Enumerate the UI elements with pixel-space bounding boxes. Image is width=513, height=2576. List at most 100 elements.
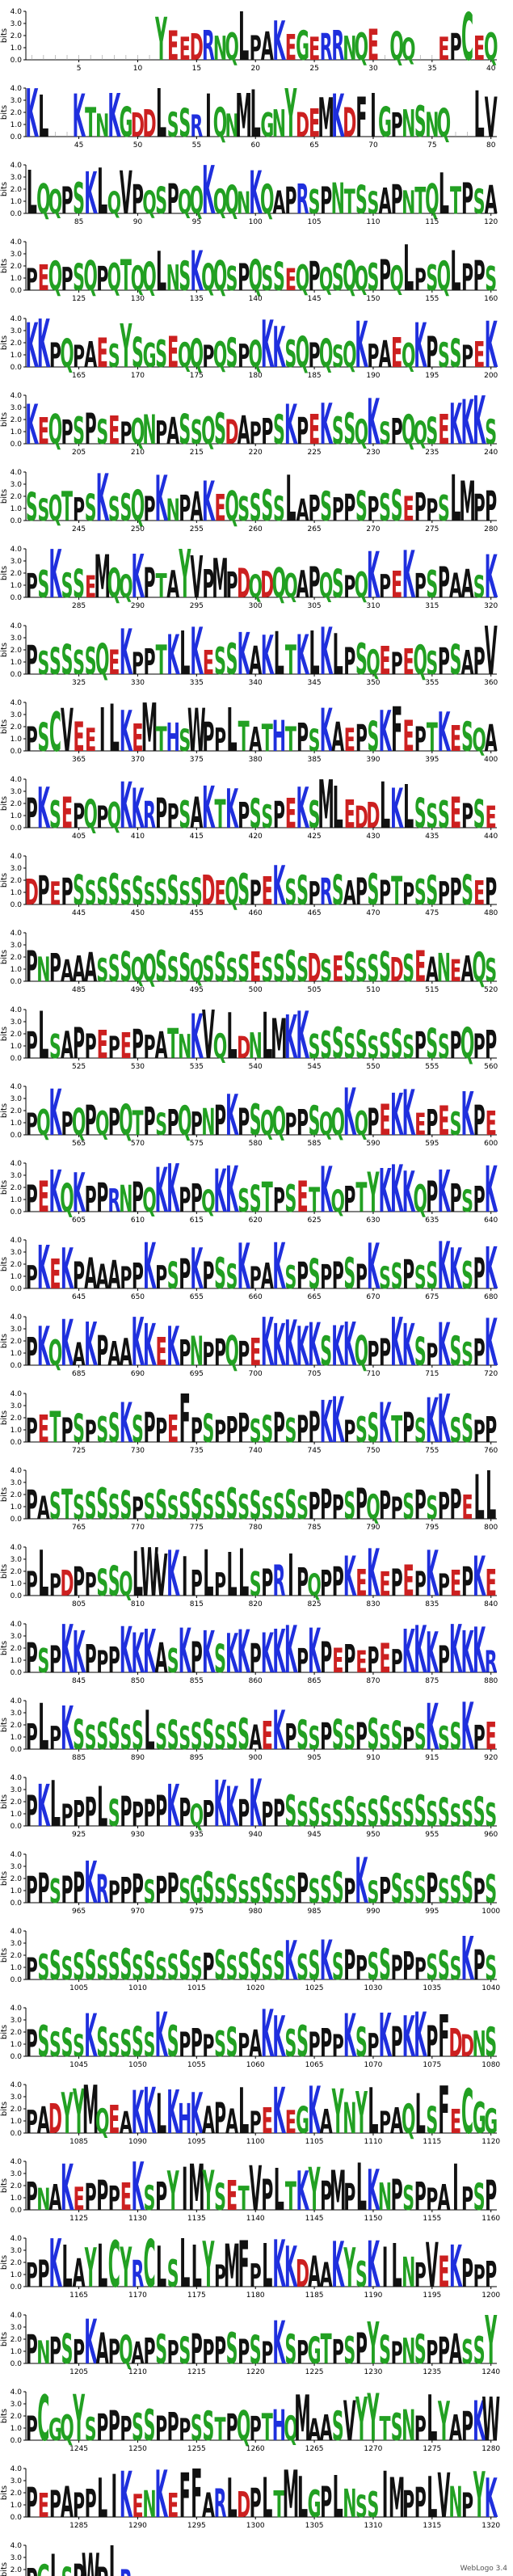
- residue-glyph: P: [155, 415, 167, 452]
- residue-glyph: E: [132, 2489, 143, 2525]
- residue-glyph: E: [285, 791, 296, 838]
- y-tick-label: 3.0: [11, 2093, 23, 2102]
- residue-glyph: Y: [179, 538, 191, 614]
- residue-glyph: V: [202, 998, 215, 1075]
- residue-glyph: P: [214, 1567, 226, 1604]
- residue-glyph: P: [96, 2561, 108, 2576]
- residue-glyph: E: [486, 1716, 497, 1759]
- residue-glyph: A: [166, 411, 179, 453]
- x-tick-label: 560: [484, 1063, 498, 1071]
- residue-glyph: M: [82, 2073, 99, 2150]
- x-tick-label: 1245: [69, 2445, 88, 2453]
- residue-glyph: S: [26, 485, 38, 530]
- residue-glyph: E: [486, 1562, 497, 1605]
- residue-glyph: S: [379, 1941, 391, 1991]
- y-tick-label: 3.0: [11, 635, 23, 643]
- residue-glyph: K: [143, 1229, 157, 1304]
- residue-glyph: E: [120, 2177, 132, 2220]
- residue-glyph: S: [296, 1794, 309, 1835]
- y-tick-label: 1.0: [11, 2041, 23, 2049]
- residue-glyph: P: [85, 1179, 97, 1221]
- residue-glyph: P: [261, 1795, 273, 1834]
- y-tick-label: 3.0: [11, 2401, 23, 2409]
- residue-glyph: P: [49, 2330, 61, 2373]
- y-tick-label: 3.0: [11, 1786, 23, 1794]
- residue-glyph: P: [250, 873, 262, 913]
- residue-glyph: F: [179, 1382, 191, 1459]
- residue-glyph: S: [296, 1712, 309, 1758]
- residue-glyph: P: [320, 2479, 332, 2528]
- residue-glyph: K: [437, 1229, 451, 1304]
- residue-glyph: P: [120, 417, 132, 452]
- residue-glyph: E: [156, 1330, 167, 1375]
- residue-glyph: R: [272, 1558, 285, 1607]
- residue-glyph: S: [343, 1486, 355, 1528]
- residue-glyph: M: [212, 547, 228, 610]
- residue-glyph: L: [415, 2081, 426, 2146]
- residue-glyph: S: [96, 412, 108, 453]
- residue-glyph: P: [96, 1174, 108, 1221]
- residue-glyph: S: [238, 948, 250, 991]
- x-tick-label: 905: [307, 1754, 321, 1762]
- residue-glyph: M: [94, 542, 110, 612]
- residue-glyph: P: [132, 1492, 144, 1527]
- residue-glyph: P: [202, 2030, 214, 2064]
- x-tick-label: 320: [484, 602, 498, 610]
- residue-glyph: S: [226, 1716, 238, 1759]
- residue-glyph: T: [238, 2179, 250, 2218]
- residue-glyph: S: [309, 1098, 321, 1144]
- x-tick-label: 280: [484, 525, 498, 533]
- residue-glyph: K: [120, 769, 133, 843]
- y-tick-label: 0.0: [11, 748, 23, 756]
- residue-glyph: E: [473, 29, 485, 68]
- residue-glyph: P: [143, 642, 155, 683]
- residue-glyph: P: [26, 2561, 38, 2576]
- residue-glyph: P: [155, 1411, 167, 1450]
- residue-glyph: Q: [131, 411, 145, 453]
- residue-glyph: T: [273, 2484, 284, 2527]
- x-tick-label: 1125: [69, 2215, 88, 2223]
- residue-glyph: W: [481, 2384, 500, 2454]
- residue-glyph: S: [426, 646, 438, 682]
- residue-glyph: P: [49, 1639, 61, 1682]
- residue-glyph: Q: [389, 259, 403, 299]
- residue-glyph: E: [450, 2102, 461, 2141]
- x-tick-label: 995: [425, 1908, 439, 1916]
- x-tick-label: 260: [249, 525, 263, 533]
- residue-glyph: F: [238, 2228, 250, 2302]
- residue-glyph: Q: [296, 329, 309, 378]
- residue-glyph: L: [50, 2542, 61, 2576]
- residue-glyph: K: [390, 1305, 404, 1382]
- residue-glyph: Q: [107, 257, 121, 300]
- residue-glyph: N: [36, 2183, 50, 2218]
- residue-glyph: S: [108, 2028, 120, 2064]
- y-tick-label: 3.0: [11, 788, 23, 796]
- x-tick-label: 805: [72, 1600, 86, 1608]
- residue-glyph: S: [414, 1717, 427, 1758]
- residue-glyph: K: [367, 2158, 381, 2224]
- residue-glyph: S: [108, 1487, 120, 1528]
- residue-glyph: M: [141, 691, 158, 768]
- x-tick-label: 365: [72, 756, 86, 764]
- residue-glyph: S: [296, 1490, 309, 1527]
- residue-glyph: S: [96, 1716, 108, 1759]
- y-axis-title: bits: [0, 1641, 9, 1655]
- residue-glyph: P: [320, 1258, 332, 1296]
- residue-glyph: S: [296, 950, 309, 990]
- x-tick-label: 115: [425, 218, 439, 226]
- residue-glyph: P: [96, 259, 108, 298]
- x-tick-label: 525: [72, 1063, 86, 1071]
- residue-glyph: K: [402, 1078, 416, 1150]
- residue-glyph: K: [320, 1928, 334, 1992]
- y-tick-label: 1.0: [11, 2271, 23, 2279]
- residue-glyph: P: [238, 795, 250, 837]
- residue-glyph: L: [109, 691, 120, 766]
- residue-glyph: S: [320, 483, 332, 529]
- y-axis-title: bits: [0, 1027, 9, 1041]
- residue-glyph: P: [73, 1558, 85, 1604]
- residue-glyph: S: [226, 953, 238, 989]
- residue-glyph: P: [238, 2332, 250, 2372]
